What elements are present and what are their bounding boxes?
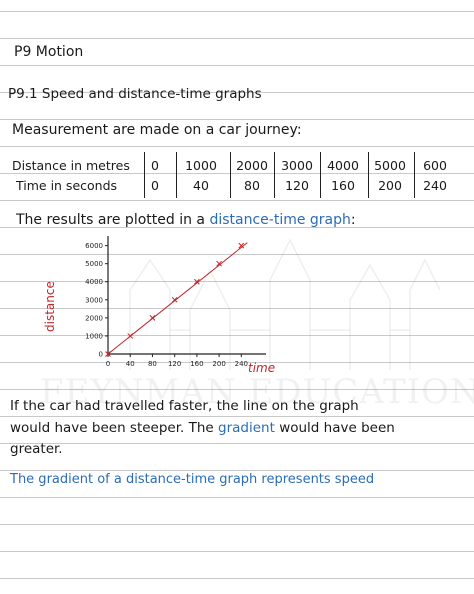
table-cell: 0 [151, 158, 159, 173]
table-cell: 120 [285, 178, 309, 193]
table-cell: 240 [423, 178, 447, 193]
data-point [216, 260, 222, 267]
x-tick-label: 160 [190, 360, 203, 368]
y-tick-label: 4000 [85, 278, 103, 286]
paragraph-line-3: greater. [10, 441, 63, 457]
paragraph-line-1: If the car had travelled faster, the lin… [10, 398, 359, 414]
table-separator [176, 152, 177, 198]
y-tick-label: 6000 [85, 242, 103, 250]
y-tick-label: 3000 [85, 296, 103, 304]
data-point [171, 296, 178, 303]
plot-sentence-prefix: The results are plotted in a [16, 212, 205, 228]
conclusion-sentence: The gradient of a distance-time graph re… [10, 472, 375, 487]
paragraph-line-2: would have been steeper. The gradient wo… [10, 420, 395, 436]
y-axis-label: distance [43, 281, 57, 332]
table-separator [368, 152, 369, 198]
paragraph-line-2-start: would have been steeper. The [10, 420, 214, 436]
table-row-label-time: Time in seconds [16, 178, 118, 193]
table-separator [320, 152, 321, 198]
table-cell: 1000 [185, 158, 217, 173]
table-cell: 600 [423, 158, 447, 173]
data-point [149, 315, 156, 321]
table-separator [144, 152, 145, 198]
table-separator [274, 152, 275, 198]
section-heading: P9.1 Speed and distance-time graphs [8, 86, 262, 102]
table-cell: 4000 [327, 158, 359, 173]
x-tick-label: 0 [106, 360, 110, 368]
gradient-highlight: gradient [218, 420, 275, 436]
data-point [238, 242, 245, 249]
table-cell: 200 [378, 178, 402, 193]
y-tick-label: 2000 [85, 314, 103, 322]
y-tick-label: 5000 [85, 260, 103, 268]
data-point [105, 351, 111, 357]
intro-sentence: Measurement are made on a car journey: [12, 122, 302, 138]
table-cell: 160 [331, 178, 355, 193]
x-tick-label: 80 [148, 360, 157, 368]
table-cell: 5000 [374, 158, 406, 173]
table-cell: 0 [151, 178, 159, 193]
x-tick-label: 40 [126, 360, 135, 368]
table-cell: 3000 [281, 158, 313, 173]
table-cell: 40 [193, 178, 209, 193]
table-row-label-distance: Distance in metres [12, 158, 130, 173]
plot-sentence-highlight: distance-time graph [209, 212, 351, 228]
x-tick-label: 240 [235, 360, 248, 368]
x-axis-label: time [248, 361, 275, 375]
plot-sentence: The results are plotted in a distance-ti… [16, 212, 356, 228]
data-point [194, 278, 200, 285]
y-tick-label: 1000 [85, 332, 103, 340]
table-cell: 2000 [236, 158, 268, 173]
x-tick-label: 120 [168, 360, 181, 368]
table-separator [414, 152, 415, 198]
distance-time-chart: 0 40 80 120 160 200 240 1000 2000 3000 4000 5000 600… [43, 236, 275, 375]
paragraph-line-2-end: would have been [279, 420, 395, 436]
table-cell: 80 [244, 178, 260, 193]
y-tick-label: 0 [99, 351, 103, 359]
x-tick-label: 200 [212, 360, 225, 368]
plot-sentence-suffix: : [350, 212, 356, 228]
table-separator [230, 152, 231, 198]
page-heading: P9 Motion [14, 44, 84, 60]
data-point [127, 333, 134, 339]
